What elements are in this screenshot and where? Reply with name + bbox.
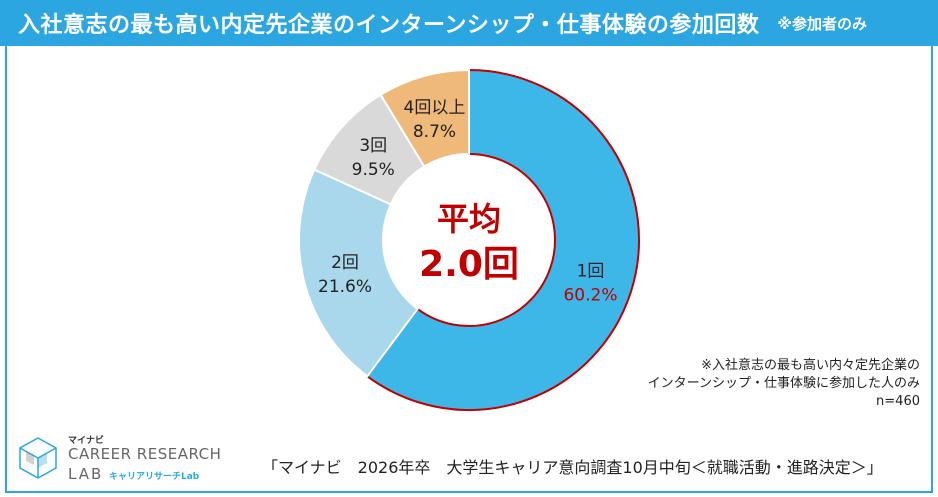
footnote-line-1: ※入社意志の最も高い内々定先企業の	[701, 358, 920, 373]
slice-category-label: 1回	[577, 261, 605, 281]
footnote-line-2: インターンシップ・仕事体験に参加した人のみ	[647, 376, 920, 391]
source-citation: 「マイナビ 2026年卒 大学生キャリア意向調査10月中旬＜就職活動・進路決定＞…	[262, 458, 883, 477]
center-label: 平均	[437, 200, 501, 238]
logo-sub-text: キャリアリサーチLab	[109, 472, 200, 482]
chart-title: 入社意志の最も高い内定先企業のインターンシップ・仕事体験の参加回数	[18, 13, 760, 38]
logo-main-text: CAREER RESEARCH	[68, 445, 222, 463]
center-value: 2.0回	[419, 244, 519, 285]
cube-logo-icon	[19, 437, 57, 479]
header-note: ※参加者のみ	[777, 14, 867, 33]
slice-value-label: 9.5%	[352, 160, 395, 180]
slice-value-label: 21.6%	[318, 277, 372, 297]
slice-category-label: 4回以上	[404, 98, 466, 118]
career-research-lab-logo: マイナビ CAREER RESEARCH LAB キャリアリサーチLab	[14, 432, 234, 487]
donut-slice-4	[379, 68, 470, 168]
logo-lab-text: LAB	[68, 465, 104, 483]
logo-brand: マイナビ	[68, 436, 104, 446]
slice-category-label: 2回	[331, 253, 359, 273]
slice-category-label: 3回	[359, 136, 387, 156]
slice-value-label: 8.7%	[413, 122, 456, 142]
donut-slice-1	[365, 68, 640, 411]
header-banner: 入社意志の最も高い内定先企業のインターンシップ・仕事体験の参加回数 ※参加者のみ	[0, 0, 938, 46]
chart-frame	[5, 46, 933, 493]
footnote: ※入社意志の最も高い内々定先企業の インターンシップ・仕事体験に参加した人のみ …	[648, 357, 920, 411]
donut-slice-2	[298, 168, 419, 378]
slice-value-label: 60.2%	[563, 285, 617, 305]
sample-size: n=460	[876, 394, 920, 409]
